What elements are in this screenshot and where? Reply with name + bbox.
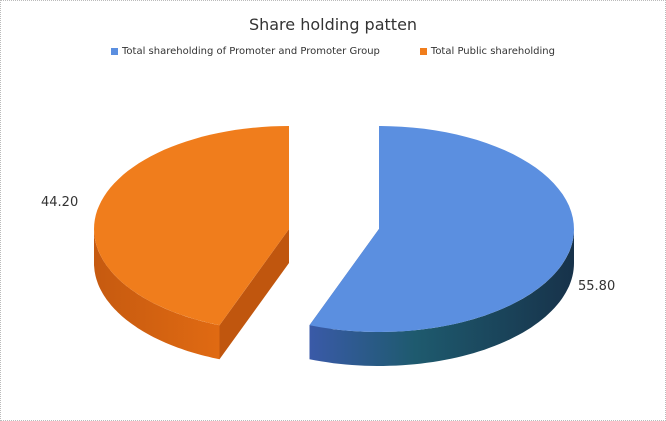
slice-promoter [309, 126, 574, 332]
data-label-public: 44.20 [41, 195, 79, 210]
legend-item-promoter: Total shareholding of Promoter and Promo… [111, 46, 380, 57]
slice-cut-face-public [219, 229, 289, 360]
data-label-promoter: 55.80 [578, 279, 616, 294]
chart-title: Share holding patten [248, 15, 418, 34]
legend-label-promoter: Total shareholding of Promoter and Promo… [122, 46, 380, 57]
legend: Total shareholding of Promoter and Promo… [1, 46, 665, 57]
legend-label-public: Total Public shareholding [430, 46, 555, 57]
slice-public [94, 126, 289, 326]
legend-item-public: Total Public shareholding [419, 46, 555, 57]
legend-swatch-promoter [111, 48, 118, 55]
legend-swatch-public [419, 48, 427, 55]
slice-side-public [94, 229, 220, 360]
slice-side-promoter [309, 229, 574, 366]
